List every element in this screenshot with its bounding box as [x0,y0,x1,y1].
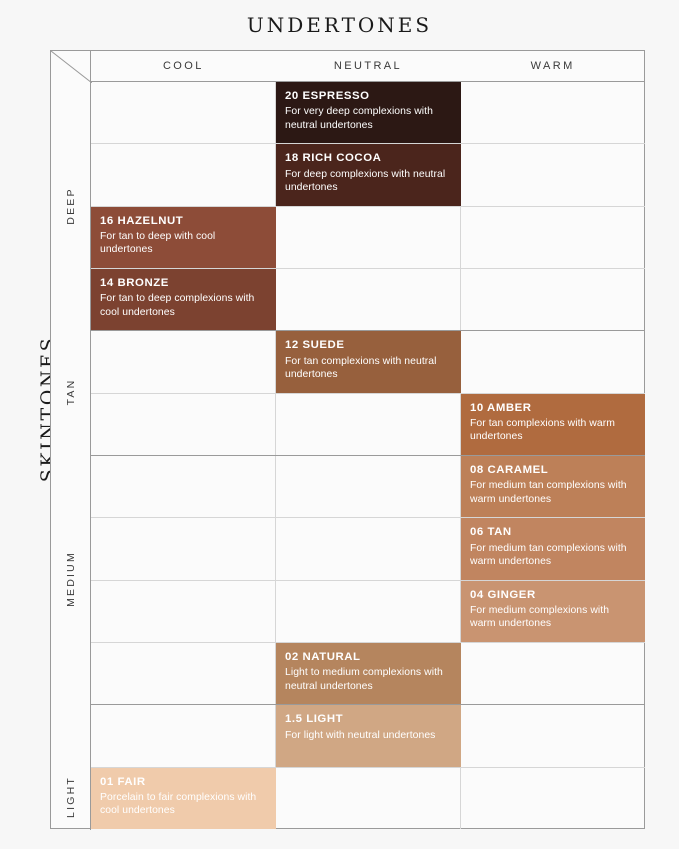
table-row: 04 GINGER For medium complexions with war… [91,580,645,643]
shade-description: For tan to deep with cool undertones [100,230,216,256]
table-row: 06 TAN For medium tan complexions with wa… [91,518,645,581]
shade-description: For tan complexions with neutral underto… [285,355,437,380]
skintone-group-gutter: DEEP TAN MEDIUM LIGHT [51,51,92,830]
shade-description: For medium complexions with warm underto… [470,604,610,630]
skintone-undertone-matrix: DEEP TAN MEDIUM LIGHT COOL NEUTRAL WARM 20 ES… [50,50,645,830]
empty-cell [91,82,276,144]
empty-cell [91,518,276,580]
empty-cell [91,331,276,393]
shade-name: 02 NATURAL [285,650,361,663]
empty-cell [461,768,645,829]
shade-name: 20 ESPRESSO [285,90,370,102]
shade-cell-1-5-light[interactable]: 1.5 LIGHT For light with neutral underton… [276,705,461,767]
shade-cell-18-rich-cocoa[interactable]: 18 RICH COCOA For deep complexions with n… [276,144,461,206]
shade-description: For tan complexions with warm undertones [470,417,615,443]
shade-cell-02-natural[interactable]: 02 NATURAL Light to medium complexions wi… [276,642,461,705]
shade-cell-08-caramel[interactable]: 08 CARAMEL For medium tan complexions wit… [461,455,645,518]
shade-name: 01 FAIR [100,775,146,788]
shade-cell-14-bronze[interactable]: 14 BRONZE For tan to deep complexions wit… [91,268,276,331]
shade-name: 14 BRONZE [100,276,169,289]
empty-cell [91,455,276,518]
shade-cell-01-fair[interactable]: 01 FAIR Porcelain to fair complexions wit… [91,767,276,829]
column-header-neutral: NEUTRAL [333,60,403,72]
shade-description: For deep complexions with neutral undert… [285,168,446,193]
empty-cell [91,705,276,767]
table-row: 20 ESPRESSO For very deep complexions wit… [91,82,645,145]
shade-cell-06-tan[interactable]: 06 TAN For medium tan complexions with wa… [461,518,645,580]
skintone-group-label-tan: TAN [64,378,77,406]
shade-cell-20-espresso[interactable]: 20 ESPRESSO For very deep complexions wit… [276,82,461,144]
empty-cell [276,455,461,518]
empty-cell [461,331,645,392]
table-row: 08 CARAMEL For medium tan complexions wit… [91,455,645,519]
table-row: 10 AMBER For tan complexions with warm un… [91,393,645,456]
empty-cell [461,207,645,268]
empty-cell [461,705,645,766]
table-row: 14 BRONZE For tan to deep complexions wit… [91,268,645,332]
table-row: 02 NATURAL Light to medium complexions wi… [91,642,645,706]
shade-description: Porcelain to fair complexions with cool … [100,791,257,817]
empty-cell [461,82,645,143]
shade-name: 08 CARAMEL [470,463,549,476]
skintone-group-label-medium: MEDIUM [64,551,77,607]
corner-diagonal-icon [51,51,92,83]
empty-cell [461,144,645,205]
shade-description: For very deep complexions with neutral u… [285,106,433,131]
empty-cell [91,144,276,206]
shade-description: For tan to deep complexions with cool un… [100,293,255,318]
empty-cell [91,642,276,705]
shade-cell-12-suede[interactable]: 12 SUEDE For tan complexions with neutral… [276,331,461,393]
empty-cell [276,206,461,268]
empty-cell [276,767,461,829]
shade-description: For medium tan complexions with warm und… [470,542,627,567]
shade-cell-10-amber[interactable]: 10 AMBER For tan complexions with warm un… [461,393,645,455]
shade-name: 18 RICH COCOA [285,152,382,165]
shade-name: 04 GINGER [470,588,536,601]
skintone-group-label-light: LIGHT [64,775,77,818]
shade-description: For medium tan complexions with warm und… [470,480,627,505]
empty-cell [276,393,461,455]
empty-cell [276,580,461,642]
shade-description: Light to medium complexions with neutral… [285,667,443,692]
empty-cell [461,269,645,330]
empty-cell [461,643,645,704]
skintone-group-label-deep: DEEP [64,186,77,225]
column-header-warm: WARM [530,60,575,72]
empty-cell [276,518,461,580]
page-title: UNDERTONES [246,13,433,37]
table-row: 1.5 LIGHT For light with neutral underton… [91,705,645,768]
shade-grid: 20 ESPRESSO For very deep complexions wit… [91,82,645,829]
column-header-cool: COOL [162,60,204,72]
shade-name: 1.5 LIGHT [285,713,344,726]
shade-name: 16 HAZELNUT [100,214,184,227]
shade-name: 12 SUEDE [285,339,345,352]
shade-cell-04-ginger[interactable]: 04 GINGER For medium complexions with war… [461,580,645,642]
table-row: 12 SUEDE For tan complexions with neutral… [91,331,645,394]
shade-name: 10 AMBER [470,401,532,414]
shade-cell-16-hazelnut[interactable]: 16 HAZELNUT For tan to deep with cool und… [91,206,276,268]
table-row: 18 RICH COCOA For deep complexions with n… [91,144,645,207]
empty-cell [91,393,276,455]
table-row: 01 FAIR Porcelain to fair complexions wit… [91,767,645,829]
empty-cell [276,268,461,331]
shade-name: 06 TAN [470,526,512,539]
empty-cell [91,580,276,642]
table-row: 16 HAZELNUT For tan to deep with cool und… [91,206,645,269]
undertone-column-headers: COOL NEUTRAL WARM [91,51,645,82]
shade-description: For light with neutral undertones [285,729,436,741]
